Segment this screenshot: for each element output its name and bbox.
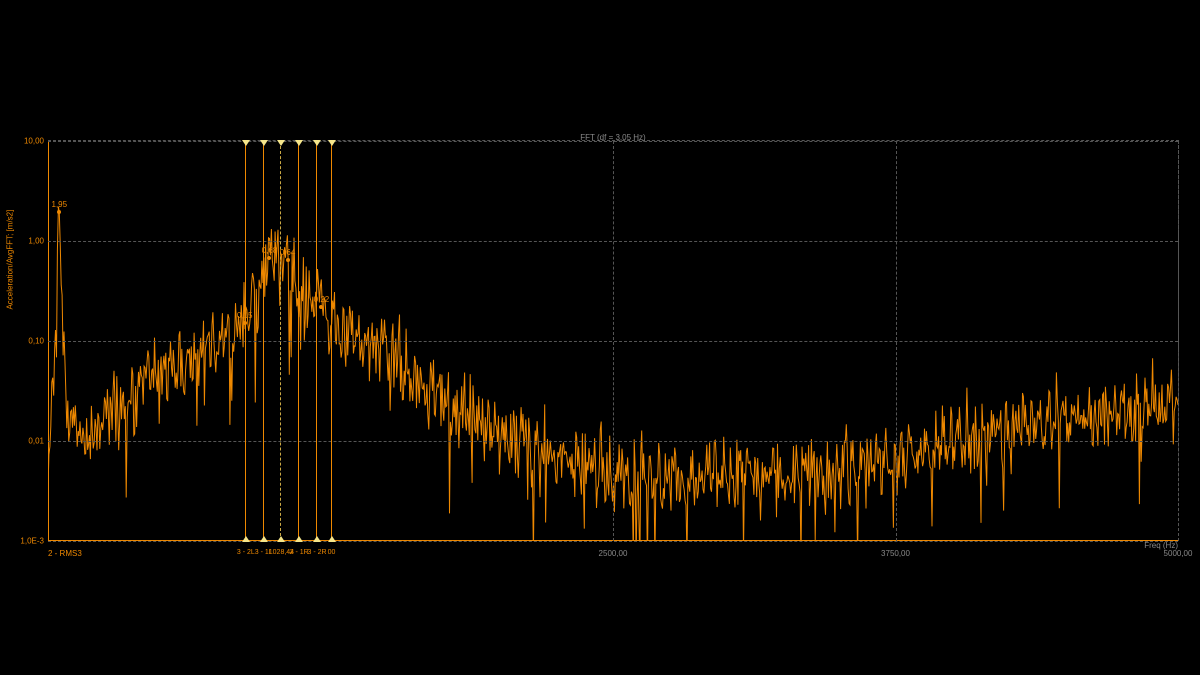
x-axis-label: Freq (Hz) [1144, 541, 1178, 550]
gridline-vertical [896, 141, 897, 541]
peak-value-label: 0,15 [237, 311, 253, 320]
peak-marker [286, 258, 290, 262]
cursor-line[interactable]: 00 [331, 141, 332, 541]
cursor-marker-top-icon [242, 140, 250, 146]
cursor-label: 2 - 1R [290, 549, 309, 556]
ytick-label: 0,10 [28, 337, 44, 346]
cursor-line[interactable]: 3 - 2L [245, 141, 246, 541]
cursor-marker-bottom-icon [295, 536, 303, 542]
cursor-line[interactable]: 1028,44 [280, 141, 281, 541]
ytick-label: 1,0E-3 [20, 537, 44, 546]
gridline-vertical [613, 141, 614, 541]
peak-value-label: 0,64 [280, 248, 296, 257]
cursor-marker-top-icon [313, 140, 321, 146]
plot-area[interactable]: FFT (df = 3,05 Hz) 10,001,000,100,011,0E… [48, 140, 1179, 541]
cursor-marker-bottom-icon [260, 536, 268, 542]
cursor-label: 00 [328, 549, 336, 556]
ytick-label: 10,00 [24, 137, 44, 146]
cursor-marker-top-icon [260, 140, 268, 146]
peak-value-label: 1,95 [52, 200, 68, 209]
cursor-label: 3 - 2L [237, 549, 255, 556]
y-axis-label: Acceleration/AvgFFT; [m/s2] [6, 210, 15, 310]
gridline-horizontal [48, 541, 1178, 542]
cursor-marker-bottom-icon [313, 536, 321, 542]
xtick-label: 5000,00 [1164, 549, 1193, 558]
cursor-line[interactable]: 3 - 1L [263, 141, 264, 541]
cursor-marker-bottom-icon [328, 536, 336, 542]
xtick-label: 3750,00 [881, 549, 910, 558]
cursor-line[interactable]: 2 - 1R [298, 141, 299, 541]
cursor-marker-top-icon [277, 140, 285, 146]
cursor-line[interactable]: 3 - 2R [316, 141, 317, 541]
cursor-marker-top-icon [328, 140, 336, 146]
bottom-left-channel-label: 2 - RMS3 [48, 549, 82, 558]
cursor-marker-bottom-icon [277, 536, 285, 542]
cursor-label: 3 - 2R [308, 549, 327, 556]
fft-chart: Acceleration/AvgFFT; [m/s2] FFT (df = 3,… [20, 130, 1180, 560]
cursor-marker-top-icon [295, 140, 303, 146]
gridline-vertical [1178, 141, 1179, 541]
ytick-label: 1,00 [28, 237, 44, 246]
peak-value-label: 0,22 [314, 295, 330, 304]
ytick-label: 0,01 [28, 437, 44, 446]
cursor-marker-bottom-icon [242, 536, 250, 542]
peak-value-label: 0,68 [262, 246, 278, 255]
xtick-label: 2500,00 [599, 549, 628, 558]
